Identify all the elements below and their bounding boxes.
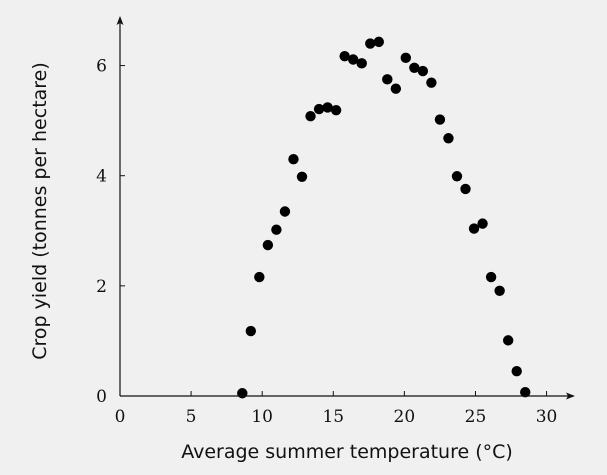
data-point	[254, 271, 265, 283]
data-point	[434, 114, 446, 125]
x-tick-label: 25	[465, 407, 487, 427]
data-point	[237, 388, 248, 399]
x-tick-label: 15	[322, 407, 344, 427]
data-point	[339, 51, 350, 62]
x-tick-label: 20	[394, 407, 416, 427]
data-point	[313, 103, 325, 115]
y-axis-title: Crop yield (tonnes per hectare)	[29, 62, 51, 360]
x-axis-title: Average summer temperature (°C)	[181, 441, 513, 463]
y-tick-label: 6	[96, 57, 107, 77]
data-point	[460, 183, 471, 195]
y-tick-label: 2	[96, 277, 107, 297]
data-point	[494, 285, 505, 297]
x-axis-arrow	[566, 392, 575, 400]
data-point	[443, 133, 454, 144]
data-point	[409, 62, 420, 73]
data-point	[322, 102, 333, 113]
x-tick-label: 10	[251, 407, 273, 427]
x-tick-label: 5	[186, 407, 197, 427]
data-point	[271, 224, 282, 235]
data-point	[288, 153, 299, 165]
x-tick-label: 30	[536, 407, 558, 427]
y-tick-label: 4	[96, 167, 107, 187]
data-point	[485, 271, 497, 283]
tick-labels: 0 5 10 15 20 25 30 0 2 4 6	[96, 57, 557, 427]
data-point	[305, 111, 316, 122]
data-point	[400, 52, 411, 64]
data-point	[502, 335, 514, 346]
y-tick-label: 0	[96, 387, 107, 407]
data-point	[356, 58, 367, 69]
data-point	[373, 36, 384, 48]
x-tick-label: 0	[115, 407, 126, 427]
data-point	[511, 366, 522, 377]
data-point	[520, 386, 531, 398]
data-point	[365, 38, 376, 49]
data-point	[451, 171, 463, 182]
data-point	[245, 325, 257, 337]
data-point	[279, 206, 291, 217]
data-point	[330, 104, 342, 116]
y-axis-arrow	[116, 16, 124, 25]
data-point	[390, 83, 402, 94]
data-point	[417, 65, 429, 77]
data-point	[382, 74, 393, 85]
data-point	[468, 223, 480, 234]
data-point	[426, 77, 437, 88]
data-points	[237, 36, 531, 399]
axes	[116, 16, 575, 400]
data-point	[296, 171, 308, 183]
data-point	[477, 218, 488, 229]
data-point	[347, 54, 359, 65]
data-point	[262, 239, 274, 251]
